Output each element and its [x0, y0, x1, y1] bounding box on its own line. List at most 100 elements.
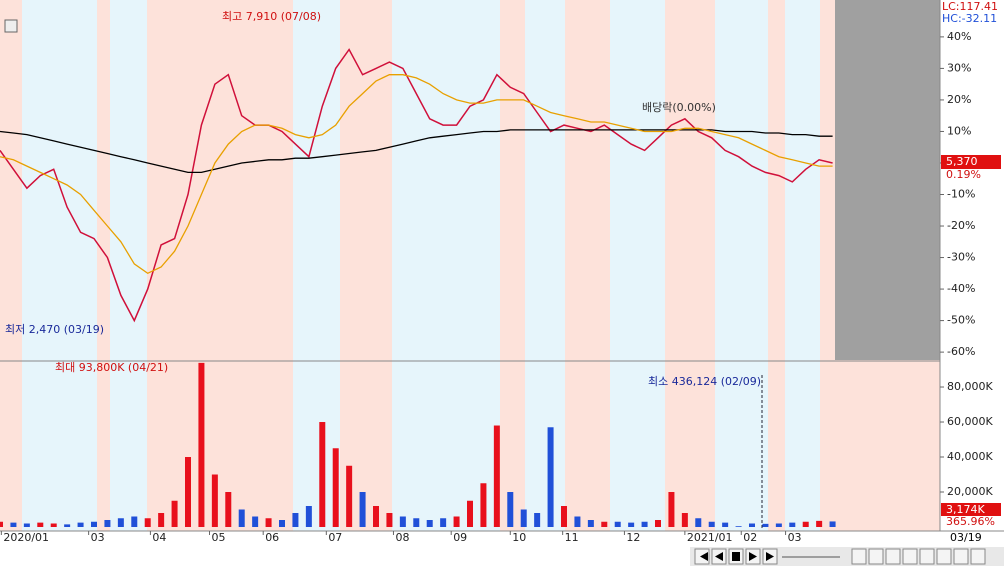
- volume-bar: [198, 362, 205, 527]
- background: [0, 0, 940, 531]
- volume-bar: [493, 425, 500, 527]
- volume-bar: [628, 522, 635, 527]
- volume-bar: [0, 521, 3, 527]
- period-band: [97, 0, 110, 531]
- period-band: [785, 0, 820, 531]
- volume-bar: [695, 518, 702, 527]
- volume-bar: [158, 513, 165, 527]
- volume-bar: [64, 524, 71, 527]
- marks: 40%30%20%10%0%-10%-20%-30%-40%-50%-60%20…: [0, 30, 993, 544]
- y-tick-label: 20%: [947, 93, 971, 106]
- period-band: [565, 0, 610, 531]
- icon: [766, 552, 774, 561]
- volume-bar: [453, 516, 460, 527]
- icon: [749, 552, 757, 561]
- volume-bar: [359, 492, 366, 527]
- high-annotation: 최고 7,910 (07/08): [222, 10, 321, 23]
- icon: [700, 552, 708, 561]
- volume-bar: [708, 521, 715, 527]
- y-tick-label: -60%: [947, 345, 975, 358]
- volume-bar: [117, 518, 124, 527]
- volume-bar: [762, 523, 769, 527]
- settings-button[interactable]: [936, 548, 952, 565]
- x-tick-label: 06: [265, 531, 279, 544]
- menu-icon[interactable]: [4, 19, 18, 33]
- volume-bar: [789, 522, 796, 527]
- series-line: [0, 48, 833, 323]
- volume-bar: [265, 518, 272, 527]
- y-tick-label: 40,000K: [947, 450, 993, 463]
- period-band: [665, 0, 715, 531]
- x-tick-label: 09: [453, 531, 467, 544]
- y-tick-label: 20,000K: [947, 485, 993, 498]
- zoom-button[interactable]: [868, 548, 884, 565]
- period-band: [293, 0, 340, 531]
- volume-bar: [480, 483, 487, 527]
- volume-box: [941, 503, 1001, 516]
- volume-bar: [238, 509, 245, 527]
- cursor-date: 03/19: [950, 531, 982, 544]
- volume-bar: [547, 427, 554, 527]
- x-tick-label: 08: [395, 531, 409, 544]
- volume-bar: [440, 518, 447, 527]
- x-tick-label: 04: [152, 531, 166, 544]
- volume-bar: [467, 500, 473, 527]
- y-tick-label: 30%: [947, 61, 971, 74]
- settings-button[interactable]: [970, 548, 986, 565]
- volume-readout: 3,174K: [946, 503, 985, 516]
- toolbar: [690, 547, 1004, 566]
- settings-button[interactable]: [953, 548, 969, 565]
- volume-bar: [413, 518, 420, 527]
- volume-bar: [279, 520, 285, 527]
- price-readout: 5,370: [946, 155, 978, 168]
- series-line: [0, 74, 833, 275]
- volume-bar: [601, 521, 608, 527]
- volume-bar: [816, 520, 823, 527]
- volume-bar: [829, 521, 836, 527]
- volume-bar: [373, 506, 379, 527]
- settings-button[interactable]: [919, 548, 935, 565]
- y-tick-label: 40%: [947, 30, 971, 43]
- volume-bar: [319, 422, 326, 527]
- volume-bar: [346, 465, 353, 527]
- volume-bar: [735, 526, 742, 527]
- volume-bar: [614, 521, 621, 527]
- volume-bar: [426, 520, 433, 527]
- price-box: [941, 155, 1001, 169]
- zoom-button[interactable]: [902, 548, 918, 565]
- zoom-button[interactable]: [885, 548, 901, 565]
- volume-bar: [185, 457, 191, 527]
- y-tick-label: 80,000K: [947, 380, 993, 393]
- x-tick-label: 02: [743, 531, 757, 544]
- y-tick-label: 60,000K: [947, 415, 993, 428]
- volume-bar: [681, 513, 688, 527]
- change-readout: 0.19%: [946, 168, 981, 181]
- volume-bar: [668, 492, 675, 527]
- volume-bar: [386, 513, 393, 527]
- y-tick-label: -50%: [947, 314, 975, 327]
- zoom-button[interactable]: [851, 548, 867, 565]
- x-tick-label: 03: [788, 531, 802, 544]
- volume-bar: [91, 521, 97, 527]
- volume-bar: [655, 520, 661, 527]
- volume-bar: [802, 521, 809, 527]
- volume-bar: [171, 500, 178, 527]
- volume-bar: [641, 521, 648, 527]
- y-tick-label: -20%: [947, 219, 975, 232]
- period-band: [0, 0, 22, 531]
- period-band: [22, 0, 97, 531]
- volume-bar: [104, 520, 111, 527]
- volume-bar: [211, 474, 218, 527]
- max-annotation: 최대 93,800K (04/21): [55, 361, 168, 374]
- period-band: [500, 0, 525, 531]
- y-tick-label: -30%: [947, 251, 975, 264]
- lc-readout: LC:117.41: [942, 0, 998, 13]
- volume-bar: [144, 518, 151, 527]
- period-band: [525, 0, 565, 531]
- volume-bar: [292, 513, 299, 527]
- icon: [732, 552, 740, 561]
- volume-bar: [722, 522, 729, 527]
- x-tick-label: 12: [626, 531, 640, 544]
